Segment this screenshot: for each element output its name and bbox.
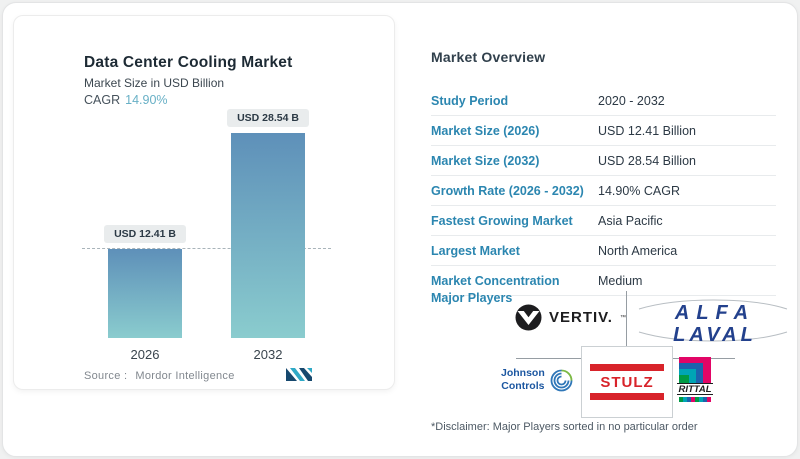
overview-heading: Market Overview [431, 49, 546, 65]
vertiv-logo: VERTIV. ™ [515, 304, 626, 331]
bar-value-label-2026: USD 12.41 B [104, 225, 186, 243]
table-row: Fastest Growing Market Asia Pacific [431, 206, 776, 236]
row-value: USD 28.54 Billion [598, 153, 696, 168]
row-label: Market Size (2026) [431, 123, 540, 138]
vertiv-wordmark: VERTIV. [549, 309, 613, 326]
row-label: Fastest Growing Market [431, 213, 573, 228]
rittal-logo: RITTAL [677, 357, 713, 402]
overview-table: Study Period 2020 - 2032 Market Size (20… [431, 86, 776, 296]
alfa-wordmark-line2: LAVAL [673, 324, 757, 346]
x-axis-label-2032: 2032 [253, 347, 283, 362]
vertiv-mark-icon [515, 304, 542, 331]
stulz-wordmark: STULZ [600, 373, 654, 391]
source-line: Source : Mordor Intelligence [84, 370, 235, 382]
johnson-controls-logo: Johnson Controls [501, 367, 574, 393]
disclaimer-text: *Disclaimer: Major Players sorted in no … [431, 421, 698, 433]
row-label: Market Size (2032) [431, 153, 540, 168]
row-value: 2020 - 2032 [598, 93, 665, 108]
johnson-controls-swirl-icon [550, 369, 573, 392]
chart-card: Data Center Cooling Market Market Size i… [13, 15, 395, 390]
row-value: Asia Pacific [598, 213, 663, 228]
source-name: Mordor Intelligence [135, 370, 235, 382]
row-value: USD 12.41 Billion [598, 123, 696, 138]
row-label: Market Concentration [431, 273, 560, 288]
bar-value-label-2032: USD 28.54 B [227, 109, 309, 127]
chart-cagr: CAGR 14.90% [84, 93, 168, 107]
stulz-logo-card: STULZ [581, 346, 673, 418]
row-value: Medium [598, 273, 643, 288]
row-label: Largest Market [431, 243, 520, 258]
bar-chart: USD 12.41 B USD 28.54 B [82, 102, 331, 338]
row-label: Growth Rate (2026 - 2032) [431, 183, 584, 198]
johnson-line1: Johnson [501, 367, 545, 379]
bar-2032 [231, 133, 305, 338]
alfa-wordmark-line1: ALFA [674, 302, 755, 324]
row-value: North America [598, 243, 678, 258]
row-value: 14.90% CAGR [598, 183, 680, 198]
stulz-red-band-top [590, 364, 664, 371]
baseline-dashed-line [82, 248, 331, 249]
table-row: Study Period 2020 - 2032 [431, 86, 776, 116]
source-prefix: Source : [84, 370, 128, 382]
rittal-wordmark: RITTAL [678, 384, 711, 395]
table-row: Market Size (2026) USD 12.41 Billion [431, 116, 776, 146]
stulz-red-band-bottom [590, 393, 664, 400]
x-axis-label-2026: 2026 [130, 347, 160, 362]
table-row: Market Size (2032) USD 28.54 Billion [431, 146, 776, 176]
table-row: Largest Market North America [431, 236, 776, 266]
mordor-intelligence-logo-icon [286, 368, 312, 381]
johnson-controls-wordmark: Johnson Controls [501, 367, 545, 393]
stulz-white-band: STULZ [590, 371, 664, 393]
bar-column-2032: USD 28.54 B [227, 109, 309, 338]
cagr-value: 14.90% [125, 93, 168, 107]
alfa-laval-logo: ALFA LAVAL [638, 299, 788, 346]
table-row: Growth Rate (2026 - 2032) 14.90% CAGR [431, 176, 776, 206]
chart-subtitle: Market Size in USD Billion [84, 76, 225, 90]
bar-column-2026: USD 12.41 B [104, 225, 186, 338]
cagr-label: CAGR [84, 93, 121, 107]
table-row: Market Concentration Medium [431, 266, 776, 296]
stulz-logo: STULZ [590, 364, 664, 400]
row-label: Study Period [431, 93, 509, 108]
johnson-line2: Controls [501, 380, 545, 393]
vertiv-trademark: ™ [619, 314, 626, 321]
chart-title: Data Center Cooling Market [84, 54, 293, 71]
logo-grid-vertical-divider [626, 291, 627, 358]
major-players-label: Major Players [431, 291, 513, 305]
bar-2026 [108, 249, 182, 338]
